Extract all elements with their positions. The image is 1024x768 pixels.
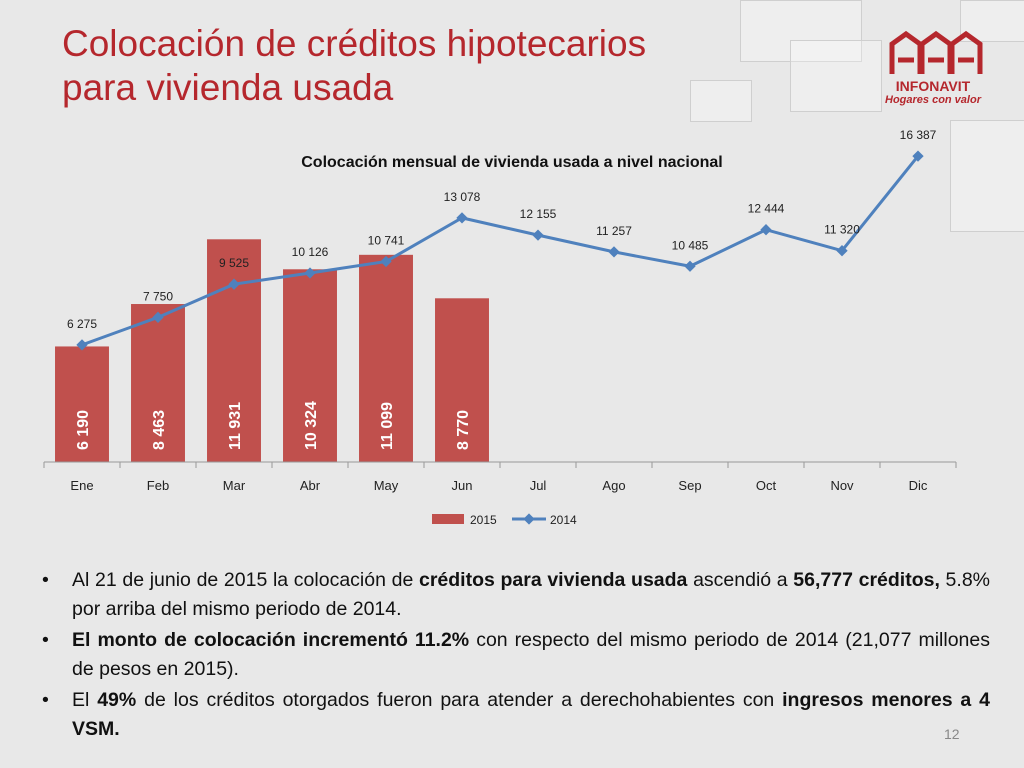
bullet-list: • Al 21 de junio de 2015 la colocación de… xyxy=(40,566,990,746)
bullet-text: El xyxy=(72,689,98,711)
bullet-text-bold: ingresos menores a 4 VSM. xyxy=(72,689,990,740)
x-tick-label: Nov xyxy=(830,478,854,493)
line-2014-point xyxy=(912,150,924,162)
line-2014 xyxy=(81,155,920,347)
line-data-label: 6 275 xyxy=(67,317,97,331)
slide-title-line2: para vivienda usada xyxy=(62,67,394,108)
line-data-label: 9 525 xyxy=(219,256,249,270)
line-2014-point xyxy=(684,260,696,272)
legend-marker-2014 xyxy=(523,513,535,525)
slide-title: Colocación de créditos hipotecarios para… xyxy=(62,22,782,110)
chart-title: Colocación mensual de vivienda usada a n… xyxy=(301,154,723,171)
line-data-label: 7 750 xyxy=(143,289,173,303)
bullet-icon: • xyxy=(42,689,49,711)
line-data-label: 13 078 xyxy=(444,190,481,204)
line-data-label: 12 444 xyxy=(748,202,785,216)
line-data-label: 11 257 xyxy=(596,224,632,238)
bar-data-label: 8 770 xyxy=(455,410,472,450)
line-data-label: 11 320 xyxy=(824,223,860,237)
bullet-text: con respecto del mismo periodo de 2014 (… xyxy=(72,629,990,680)
bar-2015-mar xyxy=(207,239,261,462)
line-data-label: 12 155 xyxy=(520,207,557,221)
bullet-text-bold: créditos para vivienda usada xyxy=(418,569,688,591)
legend-swatch-2015 xyxy=(432,514,464,524)
background-decoration xyxy=(790,40,882,112)
bar-data-label: 10 324 xyxy=(303,401,320,450)
logo-wordmark: INFONAVIT xyxy=(895,78,971,94)
bullet-text-bold: 56,777 créditos, xyxy=(793,569,940,591)
line-2014-point xyxy=(456,212,468,224)
bar-data-label: 11 931 xyxy=(227,402,244,450)
line-2014-point xyxy=(152,311,164,323)
bar-data-label: 11 099 xyxy=(379,402,396,450)
x-tick-label: Jul xyxy=(530,478,547,493)
x-tick-label: Jun xyxy=(452,478,473,493)
combo-chart: 6 190 8 463 11 931 10 324 11 099 8 770 Ene Feb M… xyxy=(43,128,957,527)
line-2014-point xyxy=(760,224,772,236)
bar-data-label: 6 190 xyxy=(75,410,92,450)
background-decoration xyxy=(690,80,752,122)
page-number: 12 xyxy=(944,726,960,742)
bar-2015-feb xyxy=(131,304,185,462)
bullet-item: • El 49% de los créditos otorgados fueron… xyxy=(40,686,990,744)
x-tick-label: Feb xyxy=(147,478,169,493)
bar-2015-may xyxy=(359,254,413,462)
background-decoration xyxy=(950,120,1024,232)
x-tick-label: Mar xyxy=(223,478,246,493)
x-tick-label: Ago xyxy=(602,478,625,493)
bar-2015-ene xyxy=(55,346,109,462)
infonavit-logo: INFONAVIT Hogares con valor xyxy=(878,30,988,110)
house-figures-icon xyxy=(889,30,983,74)
legend-label-2014: 2014 xyxy=(550,513,577,527)
line-2014-point xyxy=(836,245,848,257)
bullet-text: de los créditos otorgados fueron para at… xyxy=(136,689,783,711)
line-data-label: 10 126 xyxy=(292,245,329,259)
line-2014-point xyxy=(228,278,240,290)
line-data-label: 16 387 xyxy=(900,128,937,142)
line-data-label: 10 741 xyxy=(368,234,405,248)
x-tick-label: May xyxy=(374,478,399,493)
bullet-text: ascendió a xyxy=(687,569,794,591)
line-2014-point xyxy=(380,255,392,268)
logo-tagline: Hogares con valor xyxy=(885,94,981,106)
line-2014-point xyxy=(608,246,620,258)
bullet-text: Al 21 de junio de 2015 la colocación de xyxy=(72,569,419,591)
line-2014-point xyxy=(532,229,544,241)
line-2014-point xyxy=(304,267,316,279)
legend-label-2015: 2015 xyxy=(470,513,497,527)
bullet-icon: • xyxy=(42,629,49,651)
slide-title-line1: Colocación de créditos hipotecarios xyxy=(62,23,647,64)
x-tick-label: Dic xyxy=(909,478,928,493)
x-tick-label: Oct xyxy=(756,478,777,493)
bar-2015-abr xyxy=(283,269,337,462)
bar-data-label: 8 463 xyxy=(151,410,168,450)
x-tick-label: Abr xyxy=(300,478,321,493)
background-decoration xyxy=(740,0,862,62)
bullet-item: • Al 21 de junio de 2015 la colocación de… xyxy=(40,566,990,624)
bullet-text-bold: El monto de colocación incrementó 11.2% xyxy=(72,629,470,651)
bullet-text-bold: 49% xyxy=(97,689,137,711)
x-tick-label: Sep xyxy=(678,478,701,493)
bullet-text: 5.8% por arriba del mismo periodo de 201… xyxy=(72,569,990,620)
bar-2015-jun xyxy=(435,298,489,462)
x-tick-label: Ene xyxy=(70,478,93,493)
bullet-item: • El monto de colocación incrementó 11.2%… xyxy=(40,626,990,684)
bullet-icon: • xyxy=(42,569,49,591)
line-data-label: 10 485 xyxy=(672,238,709,252)
